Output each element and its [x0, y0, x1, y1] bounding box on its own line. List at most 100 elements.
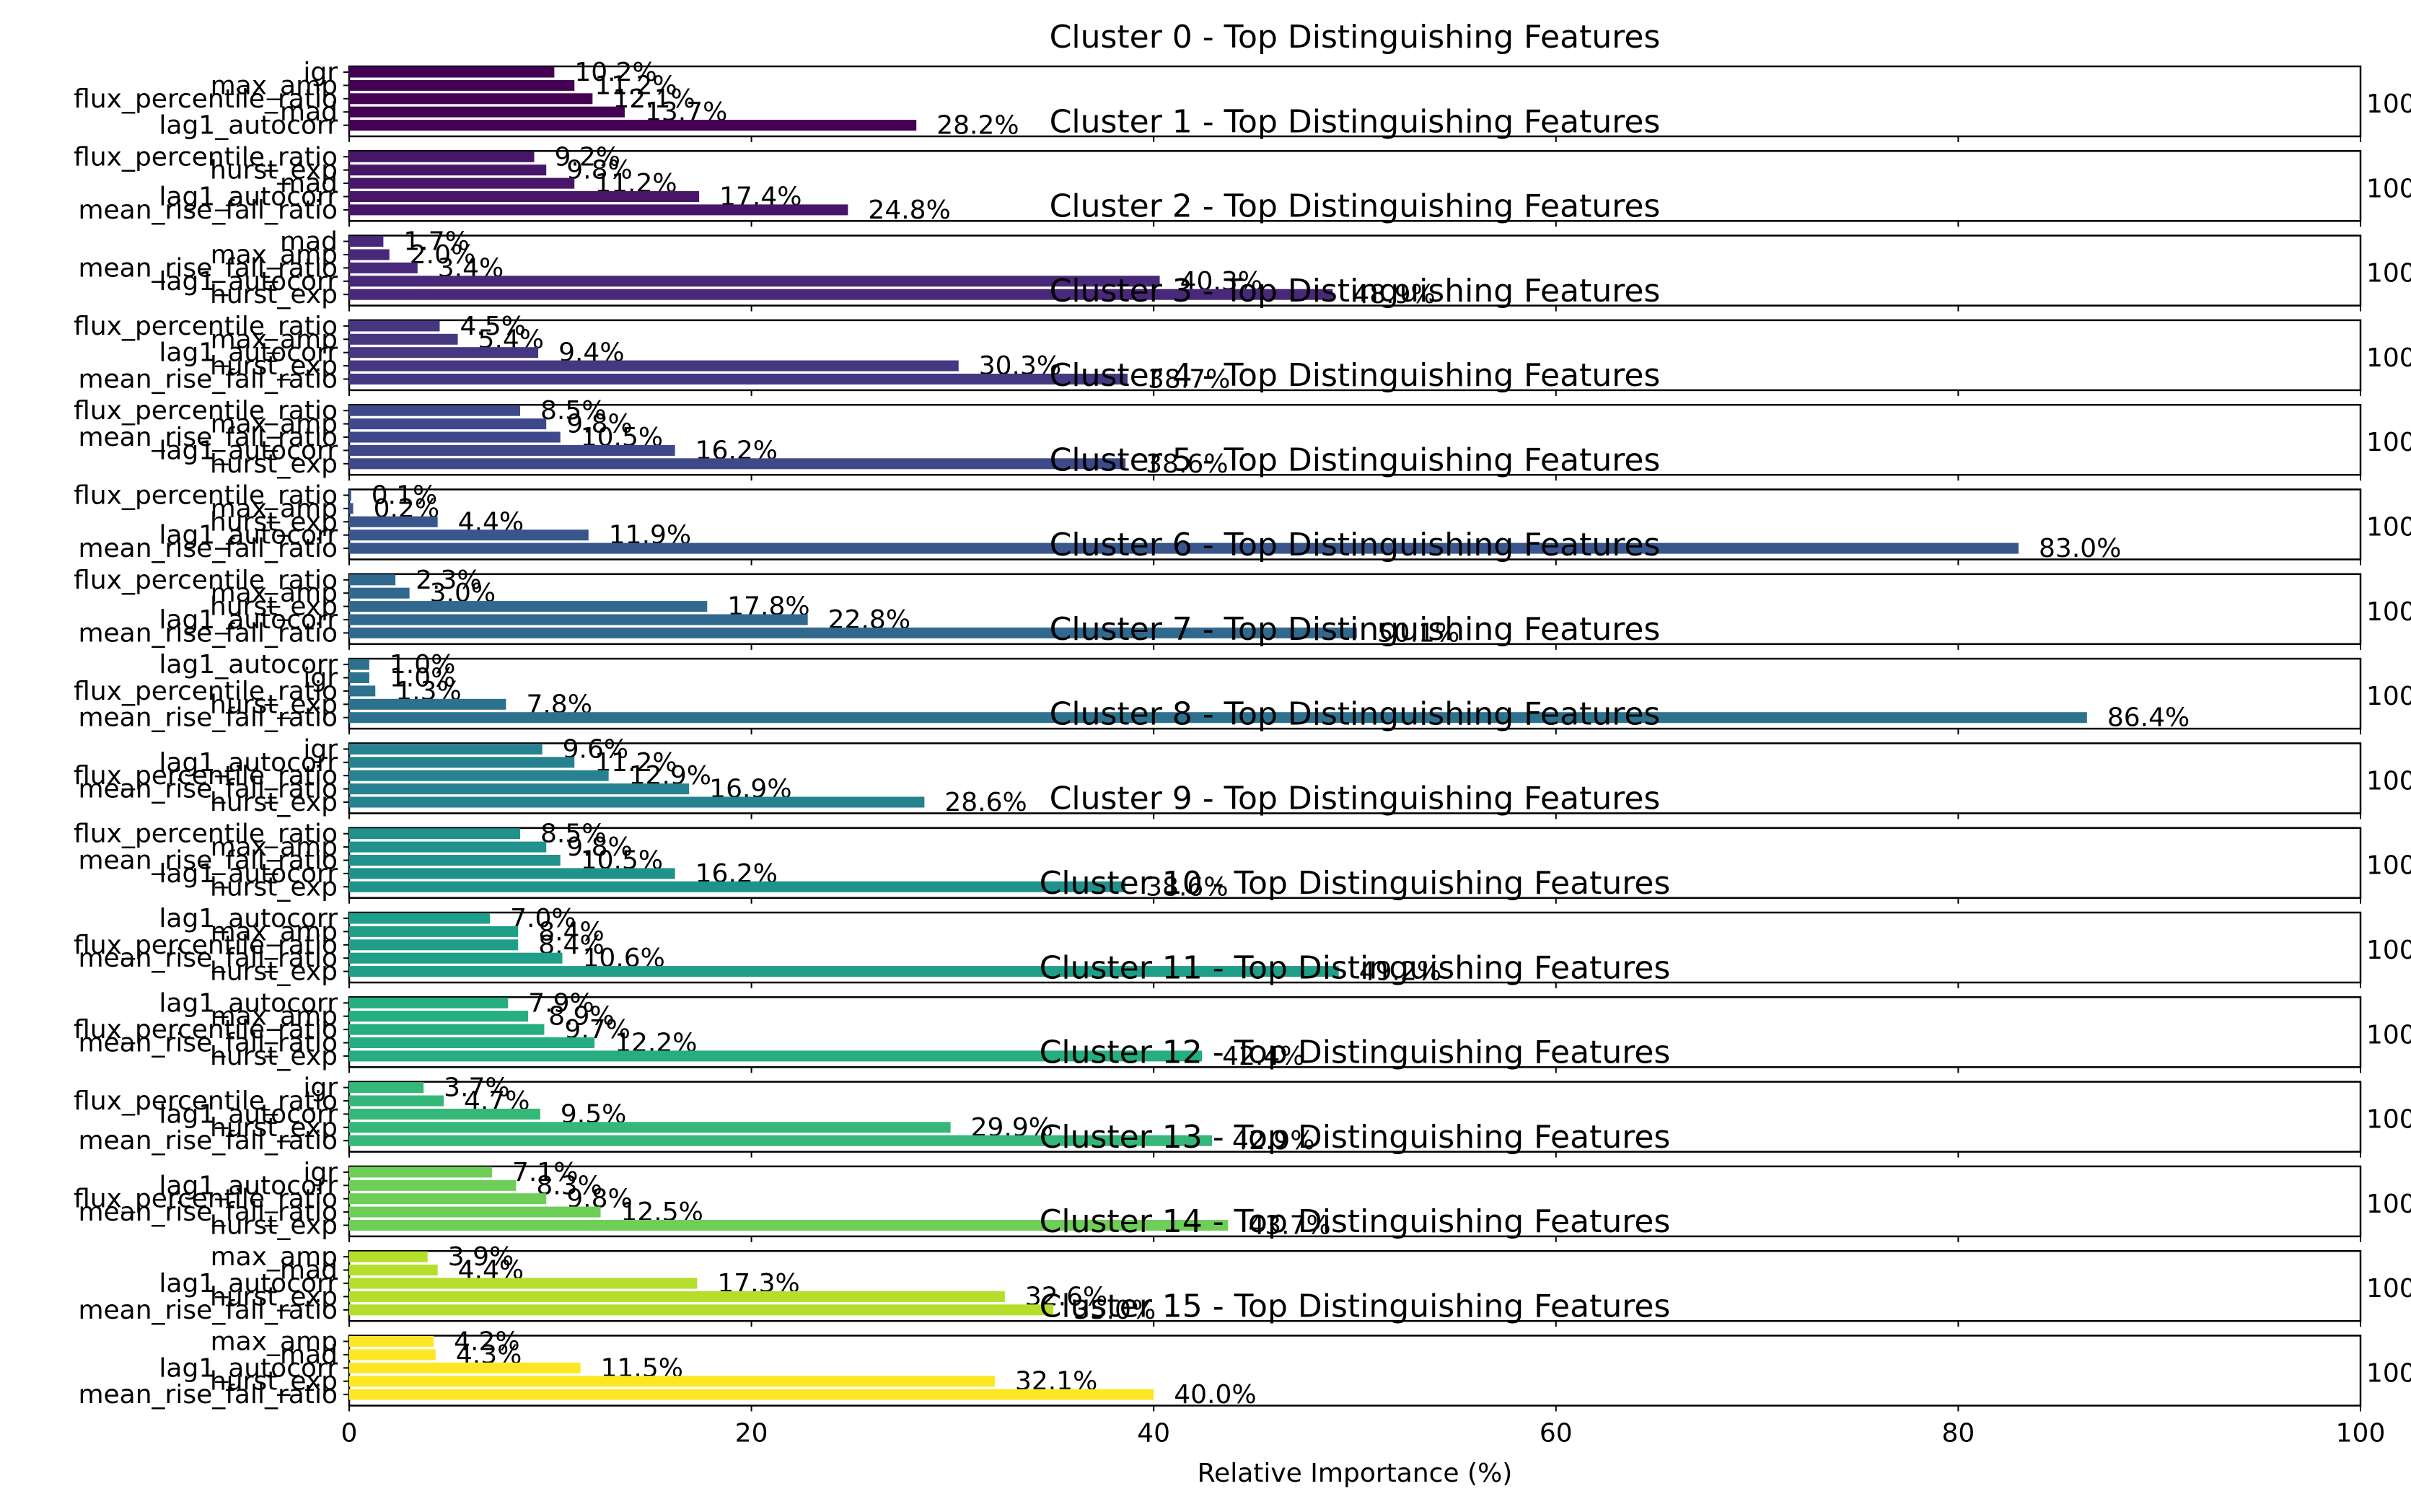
value-label: 43.7%	[1248, 1211, 1330, 1241]
feature-label: max_amp	[211, 917, 338, 946]
feature-bar	[349, 191, 700, 202]
feature-bar	[349, 1166, 492, 1178]
feature-bar	[349, 966, 1339, 977]
feature-bar	[349, 347, 539, 359]
value-label: 9.2%	[554, 142, 620, 172]
value-label: 7.9%	[528, 988, 594, 1018]
feature-bar	[349, 458, 1126, 470]
feature-bar	[349, 503, 353, 514]
feature-label: mad	[280, 1256, 338, 1285]
feature-label: flux_percentile_ratio	[74, 761, 338, 791]
feature-label: mean_rise_fall_ratio	[78, 534, 338, 563]
value-label: 8.4%	[538, 917, 604, 946]
feature-bar	[349, 66, 555, 78]
panel-title: Cluster 6 - Top Distinguishing Features	[1050, 527, 1661, 563]
panel-title: Cluster 15 - Top Distinguishing Features	[1040, 1288, 1671, 1325]
panel-title: Cluster 8 - Top Distinguishing Features	[1050, 695, 1661, 732]
feature-label: hurst_exp	[210, 788, 338, 817]
feature-bar	[349, 516, 438, 527]
feature-label: lag1_autocorr	[159, 436, 338, 465]
hidden-tick-label: 100	[2366, 343, 2411, 373]
feature-label: lag1_autocorr	[159, 183, 338, 212]
feature-bar	[349, 796, 925, 808]
value-label: 0.1%	[372, 481, 437, 511]
value-label: 48.9%	[1353, 280, 1435, 309]
x-axis-label: Relative Importance (%)	[1198, 1459, 1513, 1488]
feature-label: mean_rise_fall_ratio	[78, 618, 338, 648]
value-label: 12.1%	[612, 84, 695, 114]
feature-label: igr	[303, 1073, 338, 1103]
feature-label: mean_rise_fall_ratio	[78, 195, 338, 225]
cluster-panel: 100 flux_percentile_ratio 8.5% max_amp 9.8% m…	[74, 781, 2411, 904]
feature-label: hurst_exp	[210, 690, 338, 719]
hidden-tick-label: 100	[2366, 851, 2411, 881]
feature-bar	[349, 204, 848, 216]
feature-label: mad	[280, 97, 338, 127]
feature-bar	[349, 542, 2019, 554]
feature-label: lag1_autocorr	[159, 650, 338, 680]
value-label: 8.5%	[540, 396, 606, 426]
feature-bar	[349, 1050, 1203, 1062]
feature-bar	[349, 120, 917, 131]
panels: 100 igr 10.2% max_amp 11.2% flux_percentile_r…	[74, 19, 2411, 1412]
feature-label: lag1_autocorr	[159, 904, 338, 933]
value-label: 42.9%	[1232, 1126, 1314, 1156]
feature-bar	[349, 913, 491, 924]
feature-bar	[349, 444, 675, 456]
cluster-panel: 100 flux_percentile_ratio 8.5% max_amp 9.8% m…	[74, 357, 2411, 481]
feature-label: hurst_exp	[210, 1282, 338, 1311]
value-label: 4.5%	[460, 312, 525, 341]
feature-bar	[349, 1251, 428, 1262]
feature-bar	[349, 698, 506, 710]
feature-label: igr	[303, 734, 338, 764]
cluster-panel: 100 lag1_autocorr 7.9% max_amp 8.9% flux_perc…	[74, 949, 2411, 1073]
x-tick-label: 20	[735, 1419, 768, 1449]
feature-label: mean_rise_fall_ratio	[78, 253, 338, 283]
cluster-panel: 100 mad 1.7% max_amp 2.0% mean_rise_fall_rati…	[78, 188, 2411, 312]
feature-label: flux_percentile_ratio	[74, 1015, 338, 1045]
value-label: 3.9%	[448, 1242, 514, 1272]
value-label: 7.0%	[510, 904, 576, 933]
feature-label: lag1_autocorr	[159, 521, 338, 550]
feature-bar	[349, 249, 390, 260]
feature-bar	[349, 374, 1128, 384]
value-label: 9.8%	[566, 156, 632, 185]
x-axis: 0 20 40 60 80 100	[341, 1419, 2386, 1449]
feature-bar	[349, 587, 410, 599]
feature-label: flux_percentile_ratio	[74, 566, 338, 595]
feature-bar	[349, 574, 396, 586]
feature-bar	[349, 1108, 540, 1120]
feature-bar	[349, 828, 520, 840]
value-label: 8.5%	[540, 819, 606, 849]
value-label: 38.6%	[1146, 872, 1228, 902]
x-tick-label: 80	[1941, 1419, 1975, 1449]
feature-bar	[349, 855, 561, 866]
feature-label: lag1_autocorr	[159, 605, 338, 635]
feature-bar	[349, 106, 625, 118]
value-label: 50.1%	[1377, 618, 1459, 648]
feature-label: igr	[303, 664, 338, 693]
hidden-tick-label: 100	[2366, 1359, 2411, 1389]
feature-bar	[349, 79, 575, 91]
feature-bar	[349, 1278, 698, 1289]
feature-bar	[349, 659, 369, 670]
value-label: 11.2%	[594, 71, 677, 100]
feature-label: hurst_exp	[210, 1113, 338, 1143]
value-label: 7.1%	[512, 1158, 578, 1187]
feature-label: max_amp	[211, 494, 338, 524]
feature-label: lag1_autocorr	[159, 111, 338, 141]
feature-bar	[349, 783, 690, 795]
feature-bar	[349, 529, 589, 541]
feature-label: max_amp	[211, 1002, 338, 1032]
feature-bar	[349, 952, 563, 964]
feature-bar	[349, 418, 547, 430]
feature-label: mean_rise_fall_ratio	[78, 1126, 338, 1156]
feature-label: mad	[280, 169, 338, 198]
feature-label: max_amp	[211, 325, 338, 354]
feature-label: max_amp	[211, 71, 338, 100]
hidden-tick-label: 100	[2366, 513, 2411, 542]
